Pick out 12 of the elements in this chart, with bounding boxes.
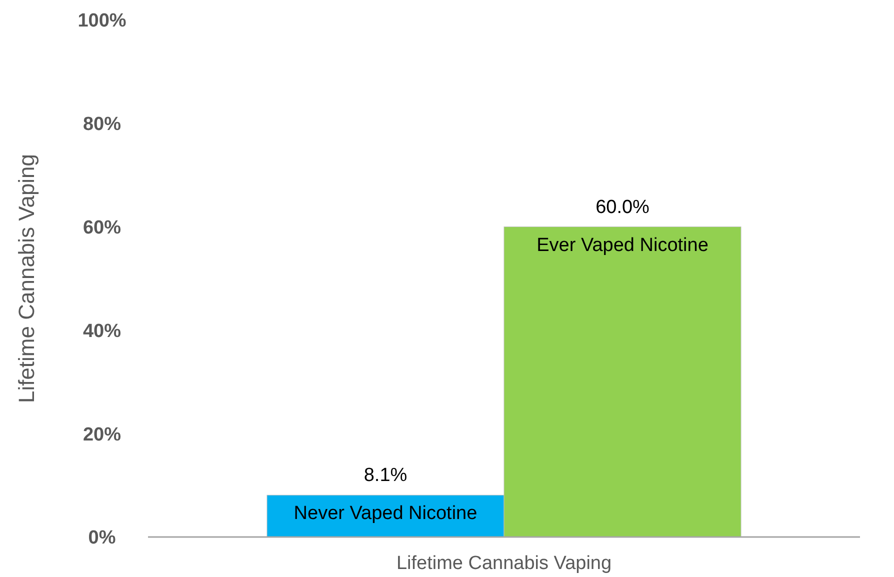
y-axis-title: Lifetime Cannabis Vaping bbox=[14, 154, 39, 404]
x-axis-title: Lifetime Cannabis Vaping bbox=[396, 553, 612, 574]
y-tick-label: 0% bbox=[88, 528, 116, 549]
y-tick-label: 40% bbox=[82, 320, 122, 342]
x-tick-label: Ever Vaped Nicotine bbox=[536, 234, 708, 256]
y-tick-label: 20% bbox=[82, 424, 122, 446]
x-tick-label: Never Vaped Nicotine bbox=[294, 503, 478, 524]
y-tick-label: 100% bbox=[78, 10, 126, 32]
y-tick-label: 60% bbox=[82, 217, 122, 238]
y-tick-label: 80% bbox=[82, 114, 122, 136]
data-label: 60.0% bbox=[596, 196, 650, 218]
data-label: 8.1% bbox=[364, 465, 408, 486]
